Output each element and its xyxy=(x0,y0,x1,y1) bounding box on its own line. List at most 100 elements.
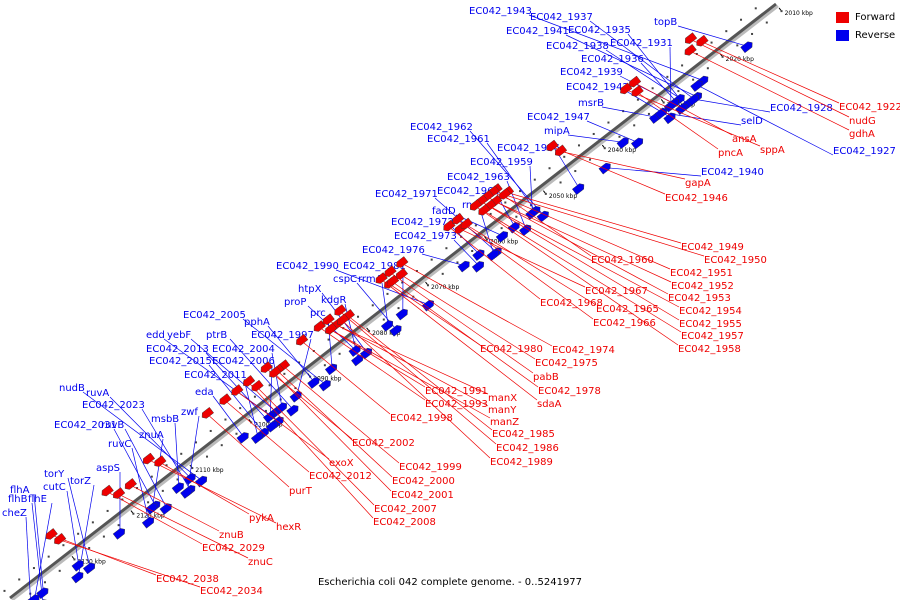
minor-tick xyxy=(338,352,341,355)
gene-leader-line xyxy=(556,151,580,189)
minor-tick xyxy=(577,144,580,147)
axis-tick xyxy=(425,281,428,285)
minor-tick xyxy=(47,555,50,558)
gene-label-reverse: EC042_1927 xyxy=(833,146,896,157)
gene-leader-line xyxy=(380,278,538,401)
gene-feature xyxy=(274,402,287,415)
gene-label-forward: sdaA xyxy=(537,399,562,410)
axis-label: 2010 kbp xyxy=(785,10,813,17)
minor-tick xyxy=(441,272,444,275)
minor-tick xyxy=(161,489,164,492)
gene-leader-line xyxy=(636,91,719,150)
minor-tick xyxy=(677,90,680,93)
minor-tick xyxy=(239,407,242,410)
gene-feature xyxy=(101,484,114,497)
minor-tick xyxy=(191,467,194,470)
gene-feature xyxy=(396,256,409,268)
gene-leader-line xyxy=(212,395,244,438)
minor-tick xyxy=(194,441,197,444)
gene-leader-line xyxy=(273,372,392,492)
minor-tick xyxy=(607,121,610,124)
gene-leader-line xyxy=(697,84,834,156)
minor-tick xyxy=(485,238,488,241)
gene-arrow xyxy=(685,32,698,44)
gene-arrow xyxy=(486,249,499,262)
minor-tick xyxy=(662,101,665,104)
gene-label-reverse: rrmA xyxy=(358,274,383,285)
gene-feature xyxy=(452,212,465,225)
gene-arrow xyxy=(334,304,347,316)
gene-feature xyxy=(54,532,67,545)
gene-feature xyxy=(572,183,585,195)
gene-label-reverse: EC042_2006 xyxy=(212,356,275,367)
gene-label-reverse: ruvB xyxy=(101,420,124,431)
gene-leader-line xyxy=(341,320,491,459)
gene-leader-line xyxy=(271,352,283,408)
gene-feature xyxy=(286,405,299,417)
gene-arrow xyxy=(663,112,676,125)
gene-feature xyxy=(219,393,232,405)
gene-feature xyxy=(740,41,753,54)
gene-label-forward: EC042_1960 xyxy=(591,255,654,266)
gene-feature xyxy=(395,308,408,321)
gene-feature xyxy=(630,137,644,150)
gene-label-reverse: EC042_1997 xyxy=(251,330,314,341)
gene-label-reverse: EC042_1937 xyxy=(530,12,593,23)
gene-feature xyxy=(685,32,698,44)
minor-tick xyxy=(647,112,650,115)
gene-leader-line xyxy=(66,490,80,566)
gene-arrow xyxy=(457,260,470,273)
gene-label-forward: EC042_1999 xyxy=(399,462,462,473)
gene-label-forward: EC042_1991 xyxy=(425,386,488,397)
gene-leader-line xyxy=(174,422,180,488)
gene-arrow xyxy=(495,231,508,243)
minor-tick xyxy=(710,41,713,44)
gene-feature xyxy=(324,363,338,376)
gene-leader-line xyxy=(701,41,840,104)
gene-label-reverse: ruvC xyxy=(108,439,131,450)
gene-label-reverse: znuA xyxy=(139,430,164,441)
gene-leader-line xyxy=(224,399,310,473)
gene-label-forward: EC042_2008 xyxy=(373,517,436,528)
gene-feature xyxy=(27,594,40,600)
gene-label-reverse: EC042_2004 xyxy=(212,344,275,355)
gene-leader-line xyxy=(159,461,250,515)
gene-leader-line xyxy=(694,98,771,113)
minor-tick xyxy=(150,475,153,478)
gene-label-forward: EC042_2001 xyxy=(391,490,454,501)
gene-feature xyxy=(384,265,397,277)
minor-tick xyxy=(751,32,754,35)
gene-leader-line xyxy=(601,106,657,118)
gene-label-reverse: torZ xyxy=(70,476,91,487)
gene-arrow xyxy=(82,562,96,575)
gene-leader-line xyxy=(329,329,491,419)
gene-leader-line xyxy=(474,205,679,346)
gene-label-forward: pncA xyxy=(718,148,743,159)
minor-tick xyxy=(62,544,65,547)
gene-leader-line xyxy=(243,378,259,438)
gene-feature xyxy=(620,82,633,95)
minor-tick xyxy=(544,192,547,195)
minor-tick xyxy=(765,21,768,24)
gene-leader-line xyxy=(486,142,536,212)
gene-label-forward: EC042_2000 xyxy=(392,476,455,487)
gene-arrow xyxy=(251,379,264,392)
gene-arrow xyxy=(296,333,309,346)
gene-leader-line xyxy=(247,381,374,519)
gene-leader-line xyxy=(528,14,704,81)
gene-feature xyxy=(318,379,331,392)
gene-leader-line xyxy=(59,539,201,588)
gene-leader-line xyxy=(529,165,533,214)
gene-arrow xyxy=(686,94,700,106)
gene-leader-line xyxy=(208,364,265,433)
gene-label-reverse: EC042_1963 xyxy=(447,172,510,183)
gene-leader-line xyxy=(33,493,44,593)
minor-tick xyxy=(548,167,551,170)
minor-tick xyxy=(77,532,80,535)
gene-leader-line xyxy=(25,516,31,600)
gene-arrow xyxy=(112,528,125,540)
gene-label-forward: manZ xyxy=(490,417,519,428)
gene-label-reverse: EC042_1935 xyxy=(568,25,631,36)
